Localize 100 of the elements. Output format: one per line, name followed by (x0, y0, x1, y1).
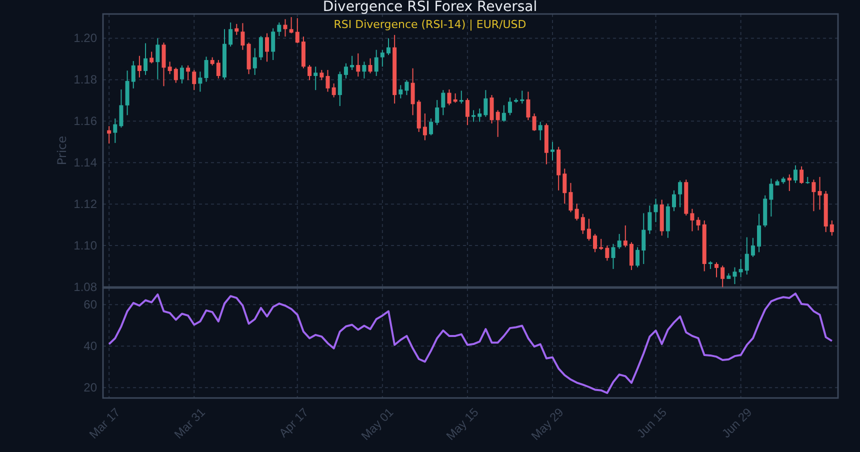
candlestick (356, 52, 360, 78)
candlestick (350, 55, 354, 70)
candlestick (228, 22, 233, 48)
candlestick (605, 245, 610, 262)
candlestick (769, 178, 774, 218)
candlestick (532, 113, 536, 132)
candlestick (107, 126, 112, 144)
candlestick (320, 69, 324, 81)
candlestick (137, 55, 142, 78)
candlestick (265, 32, 270, 62)
candlestick (410, 68, 415, 116)
candlestick (757, 213, 762, 253)
x-tick-label: Mar 17 (86, 404, 124, 442)
candlestick (192, 69, 196, 91)
candlestick (150, 51, 154, 64)
x-tick-label: May 15 (443, 404, 482, 443)
x-tick-label: Apr 17 (276, 404, 312, 440)
candlestick (156, 38, 160, 80)
candlestick (386, 38, 390, 56)
candlestick (496, 110, 500, 138)
candlestick (696, 216, 700, 231)
x-tick-label: Mar 31 (172, 404, 208, 442)
candlestick (435, 100, 440, 126)
candlestick (478, 108, 482, 122)
y-tick-label: 1.14 (74, 155, 98, 170)
candlestick (180, 64, 184, 84)
candlestick (818, 176, 822, 210)
candlestick (374, 49, 378, 76)
candlestick (490, 94, 494, 124)
candlestick (258, 35, 263, 61)
candlestick (422, 113, 427, 141)
candlestick (800, 166, 804, 184)
x-tick-label: Jun 15 (634, 404, 670, 441)
candlestick (793, 164, 798, 184)
candlestick (289, 16, 294, 34)
candlestick (332, 82, 336, 98)
candlestick (787, 174, 792, 192)
x-tick-label: May 01 (358, 404, 396, 443)
candlestick (629, 242, 634, 270)
candlestick (526, 91, 530, 121)
candlestick (599, 238, 604, 250)
candlestick (738, 258, 743, 278)
x-tick-label: May 29 (528, 404, 566, 443)
candlestick (472, 110, 476, 122)
candlestick (240, 22, 245, 50)
candlestick (642, 212, 646, 264)
chart-title: Divergence RSI Forex Reversal (322, 0, 538, 15)
candlestick (586, 218, 591, 242)
candlestick (484, 90, 488, 118)
candlestick (617, 233, 622, 250)
candlestick (502, 104, 506, 122)
candlestick (252, 48, 257, 76)
candlestick (119, 88, 124, 128)
y-tick-label: 1.12 (74, 196, 98, 211)
candlestick (648, 205, 652, 234)
candlestick (744, 236, 749, 276)
y-tick-label: 60 (84, 297, 98, 312)
candlestick (198, 71, 202, 92)
candlestick (144, 42, 148, 76)
candlestick (314, 66, 318, 91)
candlestick (216, 60, 220, 79)
candlestick (465, 98, 470, 126)
candlestick (174, 67, 178, 84)
candlestick (812, 179, 816, 212)
candlestick (162, 42, 166, 87)
candlestick (562, 168, 567, 204)
candlestick (131, 60, 136, 89)
candlestick (678, 180, 682, 208)
candlestick (295, 18, 300, 44)
candlestick (186, 64, 190, 81)
candlestick (168, 61, 172, 75)
candlestick (580, 213, 585, 234)
candlestick (404, 80, 409, 96)
candlestick (508, 97, 512, 116)
y-tick-label: 1.18 (74, 72, 98, 87)
candlestick (429, 118, 434, 136)
x-tick-label: Jun 29 (719, 404, 755, 441)
chart-subtitle: RSI Divergence (RSI-14) | EUR/USD (334, 18, 526, 31)
candlestick (277, 22, 282, 36)
candlestick (338, 71, 342, 107)
y-axis-title: Price (55, 136, 69, 166)
candlestick (568, 182, 573, 213)
candlestick (574, 203, 579, 221)
candlestick (550, 141, 555, 161)
candlestick (441, 90, 446, 116)
candlestick (720, 265, 725, 288)
y-tick-label: 1.20 (74, 31, 98, 46)
candlestick (380, 49, 384, 68)
y-tick-label: 40 (84, 338, 98, 353)
candlestick (623, 224, 628, 248)
candlestick (690, 208, 694, 232)
candlestick (271, 28, 276, 61)
candlestick (830, 220, 834, 236)
candlestick (538, 121, 542, 141)
candlestick (447, 88, 452, 106)
candlestick (326, 69, 330, 92)
y-tick-label: 1.10 (74, 238, 98, 252)
candlestick (636, 246, 640, 268)
candlestick (672, 190, 676, 212)
candlestick (611, 243, 616, 270)
